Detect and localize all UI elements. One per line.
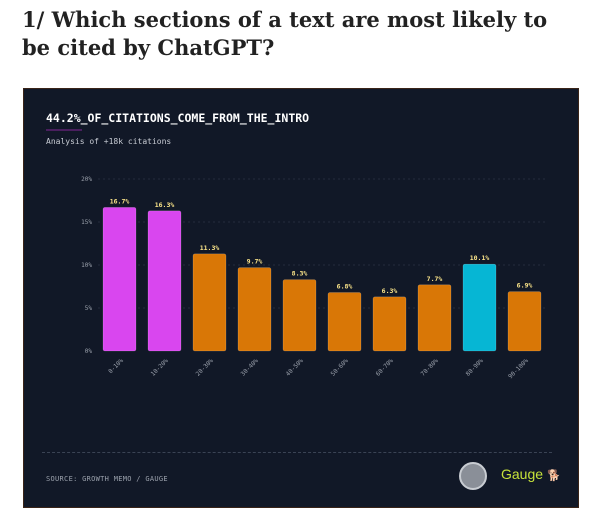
x-tick-label: 70-80% — [420, 357, 441, 378]
data-label: 6.8% — [337, 283, 353, 291]
bar — [462, 263, 497, 352]
bar — [507, 291, 542, 352]
bar — [192, 253, 227, 352]
data-label: 7.7% — [427, 275, 443, 283]
bar — [237, 267, 272, 352]
y-tick-label: 20% — [81, 176, 92, 183]
dog-icon: 🐕 — [546, 470, 561, 482]
title-underline — [46, 129, 82, 131]
gauge-logo-text: Gauge — [501, 466, 544, 482]
chart-title: 44.2%_OF_CITATIONS_COME_FROM_THE_INTRO — [46, 111, 310, 125]
bar — [102, 207, 137, 352]
x-tick-label: 0-10% — [107, 357, 125, 375]
x-tick-label: 10-20% — [150, 357, 171, 378]
x-tick-label: 90-100% — [507, 357, 530, 380]
chart-subtitle: Analysis of +18k citations — [46, 137, 172, 146]
data-label: 16.7% — [110, 197, 130, 205]
y-tick-label: 10% — [81, 262, 92, 269]
bar — [282, 279, 317, 352]
bar-chart: 0% 5% 10% 15% 20% 16.7% 0-10% 16.3% 10-20% 11.3% 2… — [81, 176, 546, 380]
chart-panel: 44.2%_OF_CITATIONS_COME_FROM_THE_INTRO A… — [23, 88, 579, 508]
source-note: SOURCE: GROWTH MEMO / GAUGE — [46, 475, 168, 483]
bar — [147, 210, 182, 352]
x-tick-label: 80-90% — [465, 357, 486, 378]
y-tick-label: 0% — [85, 348, 93, 355]
data-label: 9.7% — [247, 258, 263, 266]
data-label: 8.3% — [292, 270, 308, 278]
x-tick-label: 40-50% — [285, 357, 306, 378]
bar — [417, 284, 452, 352]
x-tick-label: 30-40% — [240, 357, 261, 378]
gauge-logo: Gauge 🐕 — [501, 466, 561, 482]
data-label: 16.3% — [155, 201, 175, 209]
data-label: 11.3% — [200, 244, 220, 252]
footer-divider — [42, 452, 552, 453]
x-tick-label: 20-30% — [195, 357, 216, 378]
data-label: 6.3% — [382, 287, 398, 295]
x-tick-label: 60-70% — [375, 357, 396, 378]
bar — [372, 296, 407, 352]
data-label: 6.9% — [517, 282, 533, 290]
y-tick-label: 15% — [81, 219, 92, 226]
y-tick-label: 5% — [85, 305, 93, 312]
growth-memo-logo — [459, 462, 487, 490]
page-title: 1/ Which sections of a text are most lik… — [22, 7, 548, 60]
bar — [327, 292, 362, 352]
x-tick-label: 50-60% — [330, 357, 351, 378]
data-label: 10.1% — [470, 254, 490, 262]
